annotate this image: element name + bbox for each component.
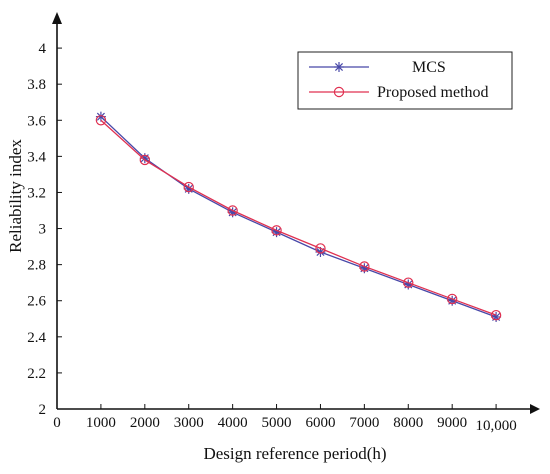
y-tick-label: 3.8 [27, 77, 46, 93]
y-tick-label: 4 [39, 41, 47, 57]
data-point-proposed-method [359, 261, 370, 272]
legend: MCS Proposed method [297, 51, 513, 110]
x-tick-label: 7000 [349, 415, 379, 431]
y-tick-label: 3 [39, 222, 47, 238]
data-point-mcs-stroke [96, 112, 105, 121]
y-axis-label: Reliability index [6, 139, 25, 253]
series-line-proposed-method [100, 119, 497, 316]
x-tick-label: 3000 [174, 415, 204, 431]
legend-marker-symbol-mcs-stroke [334, 62, 344, 72]
y-tick-label: 3.6 [27, 113, 46, 129]
data-point-proposed-method [403, 277, 414, 288]
series-line-mcs [100, 116, 497, 318]
x-tick-label: 0 [53, 415, 61, 431]
y-tick-label: 3.4 [27, 149, 46, 165]
legend-marker-mcs [334, 62, 344, 72]
y-tick-label: 2.6 [27, 294, 46, 310]
x-tick-label: 4000 [218, 415, 248, 431]
x-tick-label: 2000 [130, 415, 160, 431]
x-axis-ticks: 0 1000 2000 3000 4000 5000 6000 7000 8000 9000 10,… [53, 404, 517, 434]
x-tick-label: 5000 [262, 415, 292, 431]
y-tick-label: 2.4 [27, 330, 46, 346]
legend-marker-proposed [333, 86, 345, 98]
legend-box [297, 51, 513, 110]
y-tick-label: 2.8 [27, 258, 46, 274]
y-tick-label: 2 [39, 402, 47, 418]
y-axis-arrow [52, 12, 62, 24]
data-point-proposed-method [315, 243, 326, 254]
legend-label-proposed: Proposed method [377, 84, 489, 101]
data-point-proposed-method [95, 115, 107, 126]
x-tick-label: 10,000 [475, 418, 516, 434]
data-point-proposed-method [446, 293, 458, 305]
legend-marker-symbol-mcs [334, 62, 344, 72]
data-point-proposed-method [490, 309, 502, 321]
x-tick-label: 8000 [393, 415, 423, 431]
x-tick-label: 1000 [86, 415, 116, 431]
series-layer [95, 111, 502, 322]
data-point-proposed-method [183, 181, 194, 193]
data-point-proposed-method [227, 205, 238, 216]
y-tick-label: 3.2 [27, 185, 46, 201]
x-axis-label: Design reference period(h) [203, 444, 386, 463]
legend-marker-symbol-proposed-method [333, 86, 345, 98]
y-axis-ticks: 2 2.2 2.4 2.6 2.8 3 3.2 3.4 3.6 3.8 4 [27, 41, 62, 418]
y-tick-label: 2.2 [27, 366, 46, 382]
x-tick-label: 6000 [305, 415, 335, 431]
axes [52, 12, 540, 414]
x-axis-arrow [530, 404, 540, 414]
legend-label-mcs: MCS [412, 59, 446, 76]
x-tick-label: 9000 [437, 415, 467, 431]
data-point-proposed-method [271, 225, 282, 236]
data-point-proposed-method [139, 154, 151, 166]
